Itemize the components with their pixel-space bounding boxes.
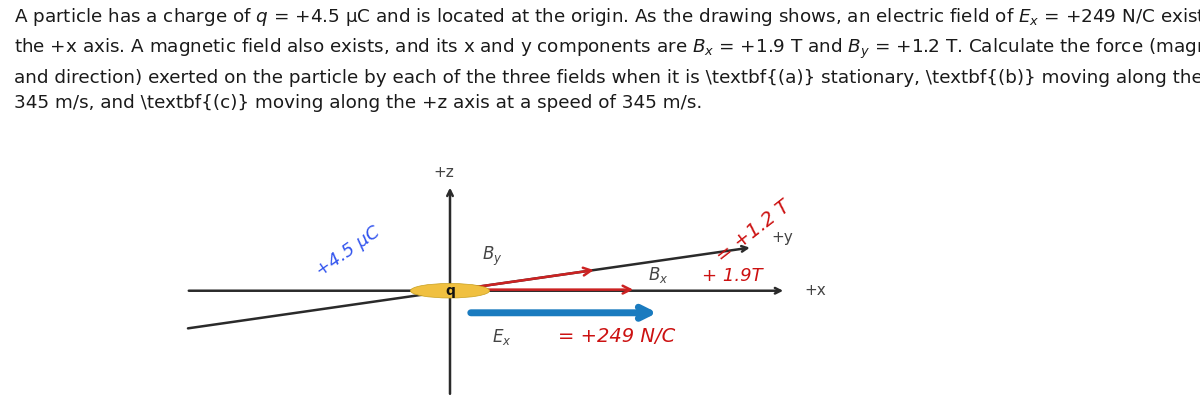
Text: = +1.2 T: = +1.2 T <box>713 197 794 267</box>
Text: A particle has a charge of $q$ = +4.5 μC and is located at the origin. As the dr: A particle has a charge of $q$ = +4.5 μC… <box>14 6 1200 112</box>
Circle shape <box>410 284 490 298</box>
Text: +y: +y <box>772 229 793 245</box>
Text: +x: +x <box>804 283 826 298</box>
Text: +z: +z <box>433 166 455 180</box>
Text: = +249 N/C: = +249 N/C <box>558 327 676 346</box>
Text: $B_x$: $B_x$ <box>648 265 668 285</box>
Text: $B_y$: $B_y$ <box>482 245 503 268</box>
Text: $E_x$: $E_x$ <box>492 327 511 347</box>
Text: + 1.9T: + 1.9T <box>702 267 763 285</box>
Text: +4.5 μC: +4.5 μC <box>313 223 383 279</box>
Text: q: q <box>445 284 455 298</box>
